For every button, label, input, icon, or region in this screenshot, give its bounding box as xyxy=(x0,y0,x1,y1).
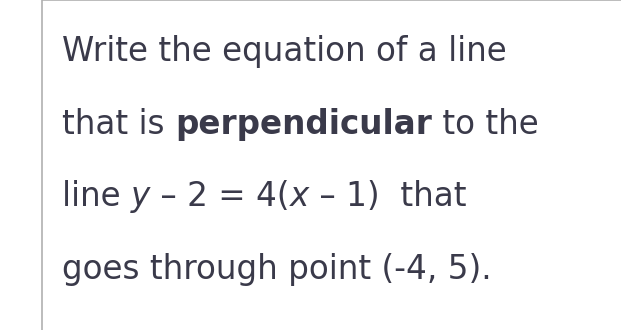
Text: goes through point (-4, 5).: goes through point (-4, 5). xyxy=(62,253,492,286)
Text: x: x xyxy=(290,180,309,213)
Text: – 2 = 4(: – 2 = 4( xyxy=(150,180,290,213)
Text: that is: that is xyxy=(62,108,175,141)
Text: perpendicular: perpendicular xyxy=(175,108,432,141)
Text: line: line xyxy=(62,180,131,213)
Text: – 1)  that: – 1) that xyxy=(309,180,466,213)
Text: y: y xyxy=(131,180,150,213)
Text: Write the equation of a line: Write the equation of a line xyxy=(62,35,507,68)
Text: to the: to the xyxy=(432,108,538,141)
